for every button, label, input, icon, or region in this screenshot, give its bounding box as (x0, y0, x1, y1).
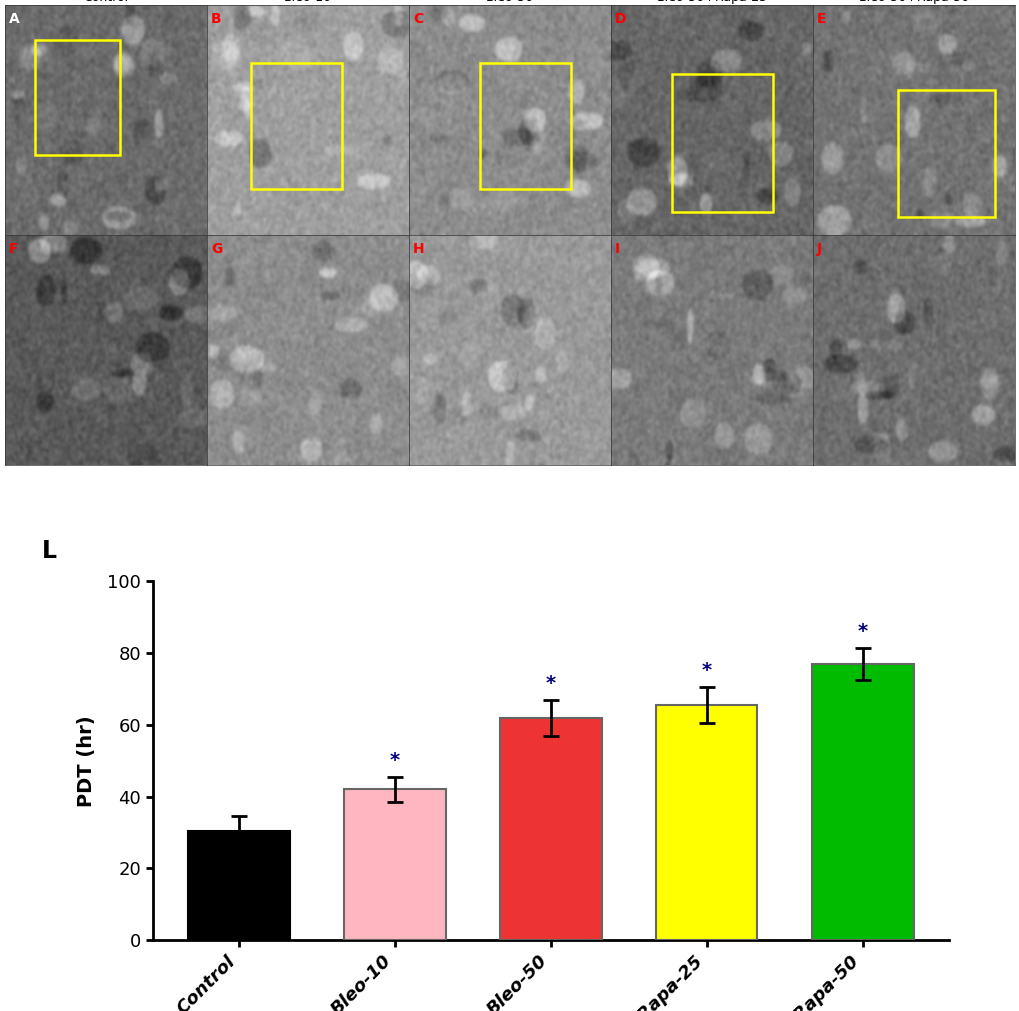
Text: *: * (857, 622, 867, 641)
Text: *: * (545, 673, 555, 693)
Text: E: E (816, 12, 825, 26)
Bar (671, 74, 771, 212)
Bar (36, 39, 120, 155)
Bar (811, 664, 913, 940)
Title: Bleo-50: Bleo-50 (485, 0, 534, 4)
Bar (479, 63, 570, 189)
Title: Control: Control (84, 0, 128, 4)
Y-axis label: PDT (hr): PDT (hr) (77, 715, 96, 807)
Text: *: * (389, 751, 399, 769)
Bar (343, 790, 445, 940)
Text: C: C (413, 12, 423, 26)
Text: A: A (9, 12, 19, 26)
Text: L: L (42, 540, 57, 563)
Title: Bleo-10: Bleo-10 (283, 0, 332, 4)
Text: I: I (614, 242, 620, 256)
Title: Bleo-50+Rapa-50: Bleo-50+Rapa-50 (857, 0, 969, 4)
Text: G: G (211, 242, 222, 256)
Bar (499, 718, 601, 940)
Text: B: B (211, 12, 221, 26)
Text: J: J (816, 242, 821, 256)
Text: H: H (413, 242, 424, 256)
Bar (655, 705, 757, 940)
Bar (897, 90, 994, 216)
Text: F: F (9, 242, 18, 256)
Bar (252, 63, 342, 189)
Text: *: * (701, 661, 711, 680)
Title: Bleo-50+Rapa-25: Bleo-50+Rapa-25 (656, 0, 766, 4)
Text: D: D (614, 12, 626, 26)
Bar (187, 831, 289, 940)
